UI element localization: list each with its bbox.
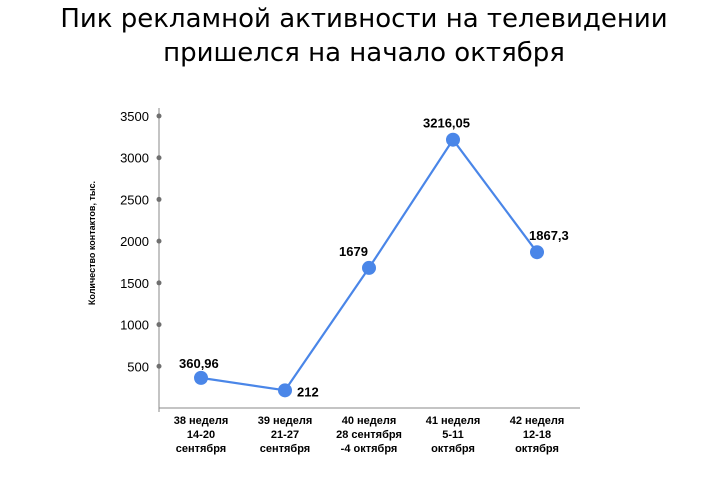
y-tick-mark xyxy=(156,363,162,369)
y-tick-mark xyxy=(156,238,162,244)
y-tick-mark xyxy=(156,196,162,202)
y-axis-title: Количество контактов, тыс. xyxy=(87,181,97,305)
y-tick-mark xyxy=(156,155,162,161)
data-label: 212 xyxy=(297,384,319,399)
data-point xyxy=(362,260,376,275)
chart-title-line-2: пришелся на начало октября xyxy=(163,38,565,68)
y-tick-mark xyxy=(156,113,162,119)
chart-title: Пик рекламной активности на телевидении … xyxy=(0,2,728,70)
y-tick-label: 1500 xyxy=(120,276,149,291)
y-tick-label: 2000 xyxy=(120,234,149,249)
x-tick-label: 42 неделя 12-18 октября xyxy=(510,415,565,455)
y-tick-label: 1000 xyxy=(120,318,149,333)
y-tick-label: 500 xyxy=(127,359,149,374)
x-tick-label: 39 неделя 21-27 сентября xyxy=(258,415,313,455)
x-tick-label: 41 неделя 5-11 октября xyxy=(426,415,481,455)
data-point xyxy=(446,132,460,147)
y-tick-label: 3500 xyxy=(120,109,149,124)
data-point xyxy=(194,370,208,385)
data-label: 360,96 xyxy=(179,356,219,371)
y-tick-mark xyxy=(156,322,162,328)
x-tick-label: 38 неделя 14-20 сентября xyxy=(174,415,229,455)
data-point xyxy=(530,245,544,260)
chart-title-line-1: Пик рекламной активности на телевидении xyxy=(60,4,668,34)
y-tick-label: 3000 xyxy=(120,151,149,166)
x-tick-label: 40 неделя 28 сентября -4 октября xyxy=(336,415,402,455)
y-tick-mark xyxy=(156,280,162,286)
y-tick-label: 2500 xyxy=(120,192,149,207)
data-label: 1679 xyxy=(339,244,368,259)
data-label: 3216,05 xyxy=(423,116,470,131)
data-label: 1867,3 xyxy=(529,228,569,243)
data-point xyxy=(278,383,292,398)
